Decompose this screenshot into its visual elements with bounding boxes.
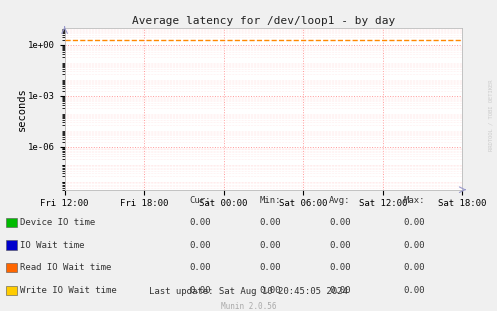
Text: Munin 2.0.56: Munin 2.0.56 <box>221 303 276 311</box>
Text: 0.00: 0.00 <box>329 241 350 249</box>
Text: Cur:: Cur: <box>190 196 211 205</box>
Text: 0.00: 0.00 <box>259 263 281 272</box>
Text: Last update: Sat Aug 10 20:45:05 2024: Last update: Sat Aug 10 20:45:05 2024 <box>149 287 348 296</box>
Text: 0.00: 0.00 <box>259 218 281 227</box>
Text: 0.00: 0.00 <box>259 286 281 295</box>
Text: Write IO Wait time: Write IO Wait time <box>20 286 117 295</box>
Text: RRDTOOL / TOBI OETIKER: RRDTOOL / TOBI OETIKER <box>489 79 494 151</box>
Text: 0.00: 0.00 <box>404 218 425 227</box>
Text: 0.00: 0.00 <box>190 263 211 272</box>
Text: Device IO time: Device IO time <box>20 218 95 227</box>
Text: 0.00: 0.00 <box>404 241 425 249</box>
Text: Max:: Max: <box>404 196 425 205</box>
Text: 0.00: 0.00 <box>190 241 211 249</box>
Text: 0.00: 0.00 <box>329 218 350 227</box>
Text: IO Wait time: IO Wait time <box>20 241 84 249</box>
Text: Min:: Min: <box>259 196 281 205</box>
Text: 0.00: 0.00 <box>404 286 425 295</box>
Text: Read IO Wait time: Read IO Wait time <box>20 263 111 272</box>
Text: 0.00: 0.00 <box>329 263 350 272</box>
Text: 0.00: 0.00 <box>404 263 425 272</box>
Text: 0.00: 0.00 <box>329 286 350 295</box>
Text: 0.00: 0.00 <box>259 241 281 249</box>
Title: Average latency for /dev/loop1 - by day: Average latency for /dev/loop1 - by day <box>132 16 395 26</box>
Y-axis label: seconds: seconds <box>16 87 27 131</box>
Text: 0.00: 0.00 <box>190 218 211 227</box>
Text: Avg:: Avg: <box>329 196 350 205</box>
Text: 0.00: 0.00 <box>190 286 211 295</box>
